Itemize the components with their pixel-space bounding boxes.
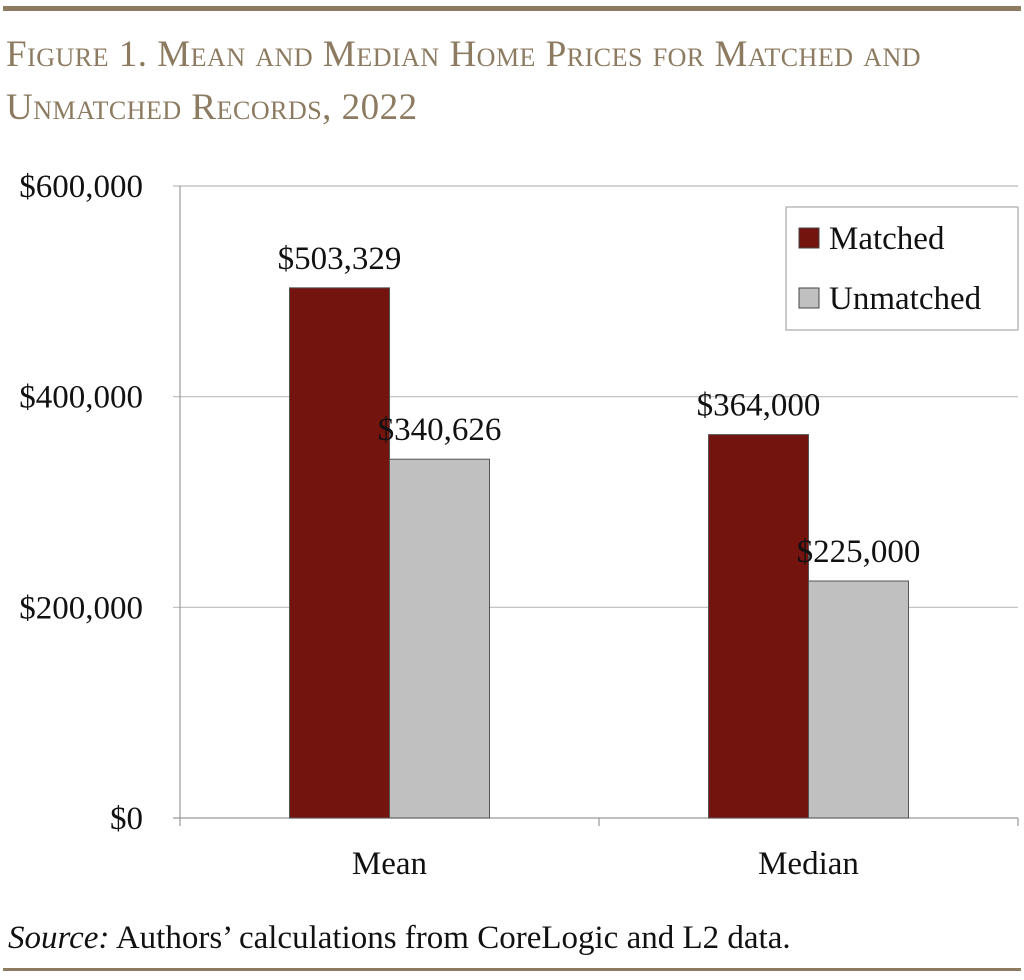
data-label: $503,329 [278, 241, 402, 277]
x-tick-label: Median [758, 846, 859, 882]
y-tick-label: $600,000 [19, 169, 143, 205]
y-tick-label: $200,000 [19, 590, 143, 626]
bar-chart: $0 $200,000 $400,000 $600,000 Mean $503,329 $3… [19, 169, 1019, 882]
bar-matched-mean [289, 287, 390, 819]
data-label: $364,000 [697, 388, 821, 424]
data-label: $225,000 [797, 534, 921, 570]
bar-unmatched-mean [389, 458, 490, 819]
bar-matched-median [708, 434, 809, 819]
legend-label-unmatched: Unmatched [829, 281, 982, 317]
bar-unmatched-median [808, 580, 909, 819]
source-note: Source: Authors’ calculations from CoreL… [8, 920, 791, 957]
source-label: Source: [8, 920, 110, 956]
y-tick-label: $400,000 [19, 380, 143, 416]
source-text: Authors’ calculations from CoreLogic and… [109, 920, 791, 956]
x-tick-label: Mean [352, 846, 427, 882]
legend-label-matched: Matched [829, 221, 945, 257]
bottom-rule [3, 968, 1021, 971]
legend-box [785, 206, 1019, 331]
legend-swatch-unmatched [798, 287, 820, 309]
legend-swatch-matched [798, 227, 820, 249]
y-tick-label: $0 [110, 801, 143, 837]
data-label: $340,626 [378, 412, 502, 448]
top-rule [3, 6, 1021, 11]
chart-title: Figure 1. Mean and Median Home Prices fo… [6, 34, 922, 128]
